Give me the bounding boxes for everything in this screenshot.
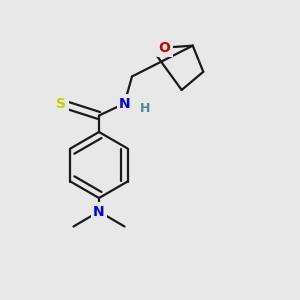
Text: S: S (56, 97, 67, 110)
Text: O: O (159, 40, 170, 55)
Text: N: N (93, 205, 105, 218)
Text: N: N (119, 97, 130, 110)
Text: H: H (140, 101, 151, 115)
